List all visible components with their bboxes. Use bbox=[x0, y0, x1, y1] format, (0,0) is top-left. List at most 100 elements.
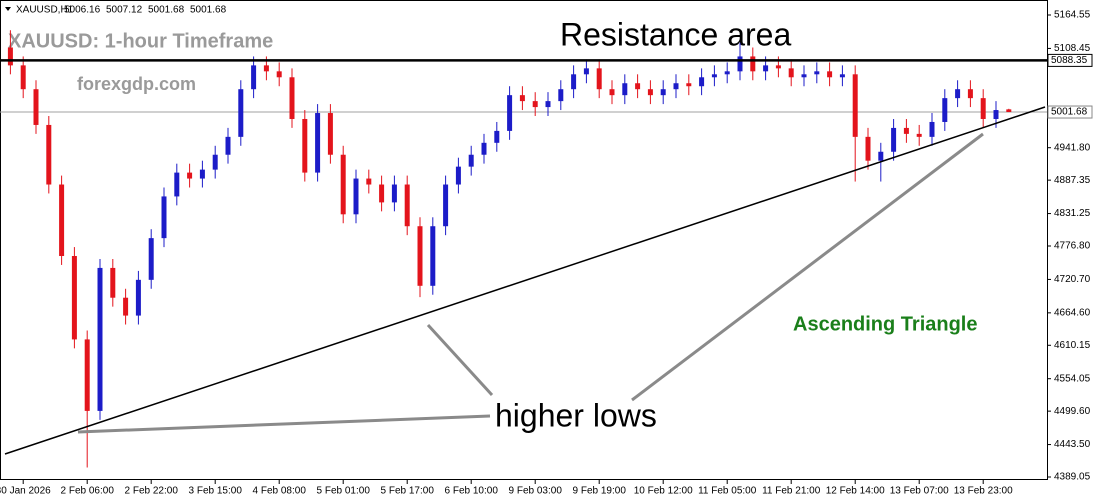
x-tick-label: 13 Feb 07:00 bbox=[890, 486, 949, 497]
plot-frame bbox=[0, 0, 1048, 480]
y-tick-label: 4554.05 bbox=[1054, 373, 1091, 384]
candle-body bbox=[187, 172, 193, 179]
candle-body bbox=[711, 74, 717, 78]
x-tick-label: 30 Jan 2026 bbox=[0, 486, 51, 497]
pointer-line bbox=[77, 414, 491, 434]
y-tick-label: 5108.45 bbox=[1054, 43, 1091, 54]
y-tick-label: 4389.05 bbox=[1054, 472, 1091, 483]
candle-body bbox=[903, 127, 909, 134]
y-tick-label: 4887.35 bbox=[1054, 175, 1091, 186]
candle-body bbox=[33, 89, 39, 125]
candle-body bbox=[865, 136, 871, 161]
y-tick-label: 4776.80 bbox=[1054, 241, 1091, 252]
candle-body bbox=[302, 118, 308, 173]
pointer-line bbox=[631, 132, 984, 402]
candle-body bbox=[929, 121, 935, 137]
candle-body bbox=[161, 196, 167, 239]
y-tick-label: 4610.15 bbox=[1054, 340, 1091, 351]
candle-body bbox=[724, 71, 730, 75]
pointer-line bbox=[426, 323, 494, 397]
current-price: 5001.68 bbox=[1051, 107, 1088, 118]
candle-body bbox=[443, 184, 449, 227]
y-tick-label: 4720.70 bbox=[1054, 274, 1091, 285]
x-tick-label: 9 Feb 03:00 bbox=[509, 486, 563, 497]
x-tick-label: 12 Feb 14:00 bbox=[826, 486, 885, 497]
menu-icon bbox=[5, 7, 11, 11]
x-tick-label: 11 Feb 21:00 bbox=[762, 486, 821, 497]
price-box bbox=[1047, 105, 1093, 119]
candle-body bbox=[353, 178, 359, 215]
y-tick-label: 4664.60 bbox=[1054, 307, 1091, 318]
candle-body bbox=[660, 89, 666, 96]
header-close: 5001.68 bbox=[190, 5, 227, 16]
candle-body bbox=[545, 101, 551, 108]
symbol: XAUUSD,H1 bbox=[16, 5, 74, 16]
candle-body bbox=[366, 178, 372, 185]
candle-body bbox=[993, 110, 999, 119]
candle-body bbox=[391, 184, 397, 203]
candle-body bbox=[327, 113, 333, 155]
candle-body bbox=[916, 133, 922, 137]
candle-body bbox=[494, 130, 500, 143]
candle-body bbox=[686, 83, 692, 87]
candle-body bbox=[71, 256, 77, 340]
candle-body bbox=[583, 68, 589, 75]
candle-body bbox=[673, 83, 679, 90]
candle-body bbox=[379, 184, 385, 203]
candle-body bbox=[20, 65, 26, 90]
candle-body bbox=[199, 169, 205, 179]
candle-body bbox=[955, 89, 961, 99]
candle-body bbox=[251, 65, 257, 90]
candle-body bbox=[647, 89, 653, 96]
candle-body bbox=[891, 127, 897, 152]
candle-body bbox=[942, 98, 948, 122]
candle-body bbox=[801, 74, 807, 78]
candle-body bbox=[135, 279, 141, 316]
price-box bbox=[1047, 53, 1093, 67]
candle-body bbox=[46, 124, 52, 185]
candle-body bbox=[980, 98, 986, 119]
candle-body bbox=[519, 95, 525, 102]
x-tick-label: 10 Feb 12:00 bbox=[634, 486, 693, 497]
watermark: forexgdp.com bbox=[77, 74, 196, 94]
x-tick-label: 3 Feb 15:00 bbox=[189, 486, 243, 497]
candle-body bbox=[622, 83, 628, 96]
candle-body bbox=[878, 151, 884, 161]
candle-body bbox=[737, 56, 743, 72]
y-tick-label: 5164.55 bbox=[1054, 10, 1091, 21]
candle-body bbox=[532, 101, 538, 108]
candle-body bbox=[468, 154, 474, 167]
candle-body bbox=[315, 113, 321, 173]
candle-body bbox=[340, 154, 346, 215]
candle-body bbox=[1006, 109, 1012, 113]
x-tick-label: 11 Feb 05:00 bbox=[698, 486, 757, 497]
pattern-label: Ascending Triangle bbox=[793, 313, 977, 335]
candle-body bbox=[481, 142, 487, 155]
candle-body bbox=[635, 83, 641, 90]
candle-body bbox=[455, 166, 461, 185]
candle-body bbox=[97, 267, 103, 411]
candle-body bbox=[404, 184, 410, 227]
x-tick-label: 4 Feb 08:00 bbox=[253, 486, 307, 497]
higher-lows-label: higher lows bbox=[495, 397, 657, 433]
candle-body bbox=[212, 154, 218, 170]
candle-body bbox=[788, 68, 794, 78]
candle-body bbox=[110, 267, 116, 298]
x-tick-label: 2 Feb 22:00 bbox=[125, 486, 179, 497]
candle-body bbox=[7, 47, 13, 66]
candle-body bbox=[289, 77, 295, 119]
y-tick-label: 4941.80 bbox=[1054, 142, 1091, 153]
candle-body bbox=[430, 226, 436, 286]
candle-body bbox=[571, 74, 577, 90]
y-tick-label: 4443.50 bbox=[1054, 439, 1091, 450]
trendline bbox=[4, 106, 1046, 455]
candle-body bbox=[59, 184, 65, 257]
x-tick-label: 2 Feb 06:00 bbox=[61, 486, 115, 497]
candle-body bbox=[596, 68, 602, 90]
candle-body bbox=[148, 238, 154, 280]
candle-body bbox=[238, 89, 244, 137]
candle-body bbox=[763, 65, 769, 72]
candle-body bbox=[123, 297, 129, 316]
